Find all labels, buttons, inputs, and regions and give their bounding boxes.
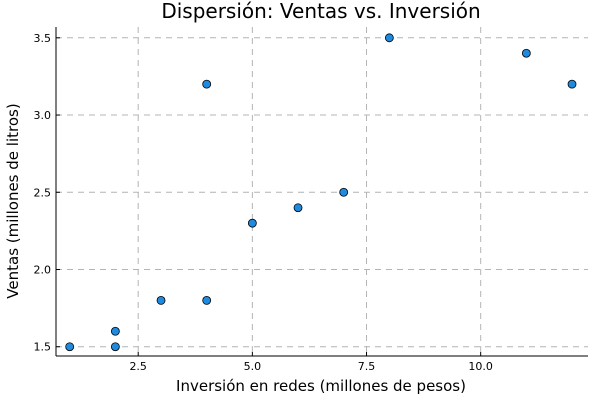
y-tick-label: 3.0 — [34, 109, 52, 122]
data-point — [202, 79, 212, 89]
data-point — [110, 342, 120, 352]
data-point — [156, 295, 166, 305]
y-axis-ticks: 1.5 2.0 2.5 3.0 3.5 — [34, 32, 60, 354]
x-axis-ticks: 2.5 5.0 7.5 10.0 — [129, 352, 493, 373]
data-point — [202, 295, 212, 305]
x-tick-label: 2.5 — [129, 360, 147, 373]
chart-title: Dispersión: Ventas vs. Inversión — [161, 0, 480, 23]
x-tick-label: 10.0 — [468, 360, 493, 373]
x-tick-label: 5.0 — [244, 360, 262, 373]
data-point — [110, 326, 120, 336]
data-point — [384, 33, 394, 43]
x-axis-label: Inversión en redes (millones de pesos) — [176, 377, 466, 395]
y-tick-label: 2.0 — [34, 264, 52, 277]
x-tick-label: 7.5 — [358, 360, 376, 373]
y-axis-label: Ventas (millones de litros) — [4, 103, 22, 298]
data-point — [567, 79, 577, 89]
data-point — [339, 187, 349, 197]
data-point — [293, 203, 303, 213]
data-points — [65, 33, 577, 352]
y-tick-label: 1.5 — [34, 341, 52, 354]
y-tick-label: 3.5 — [34, 32, 52, 45]
y-tick-label: 2.5 — [34, 186, 52, 199]
grid — [56, 27, 588, 356]
data-point — [65, 342, 75, 352]
axes — [55, 27, 588, 357]
data-point — [247, 218, 257, 228]
data-point — [521, 48, 531, 58]
